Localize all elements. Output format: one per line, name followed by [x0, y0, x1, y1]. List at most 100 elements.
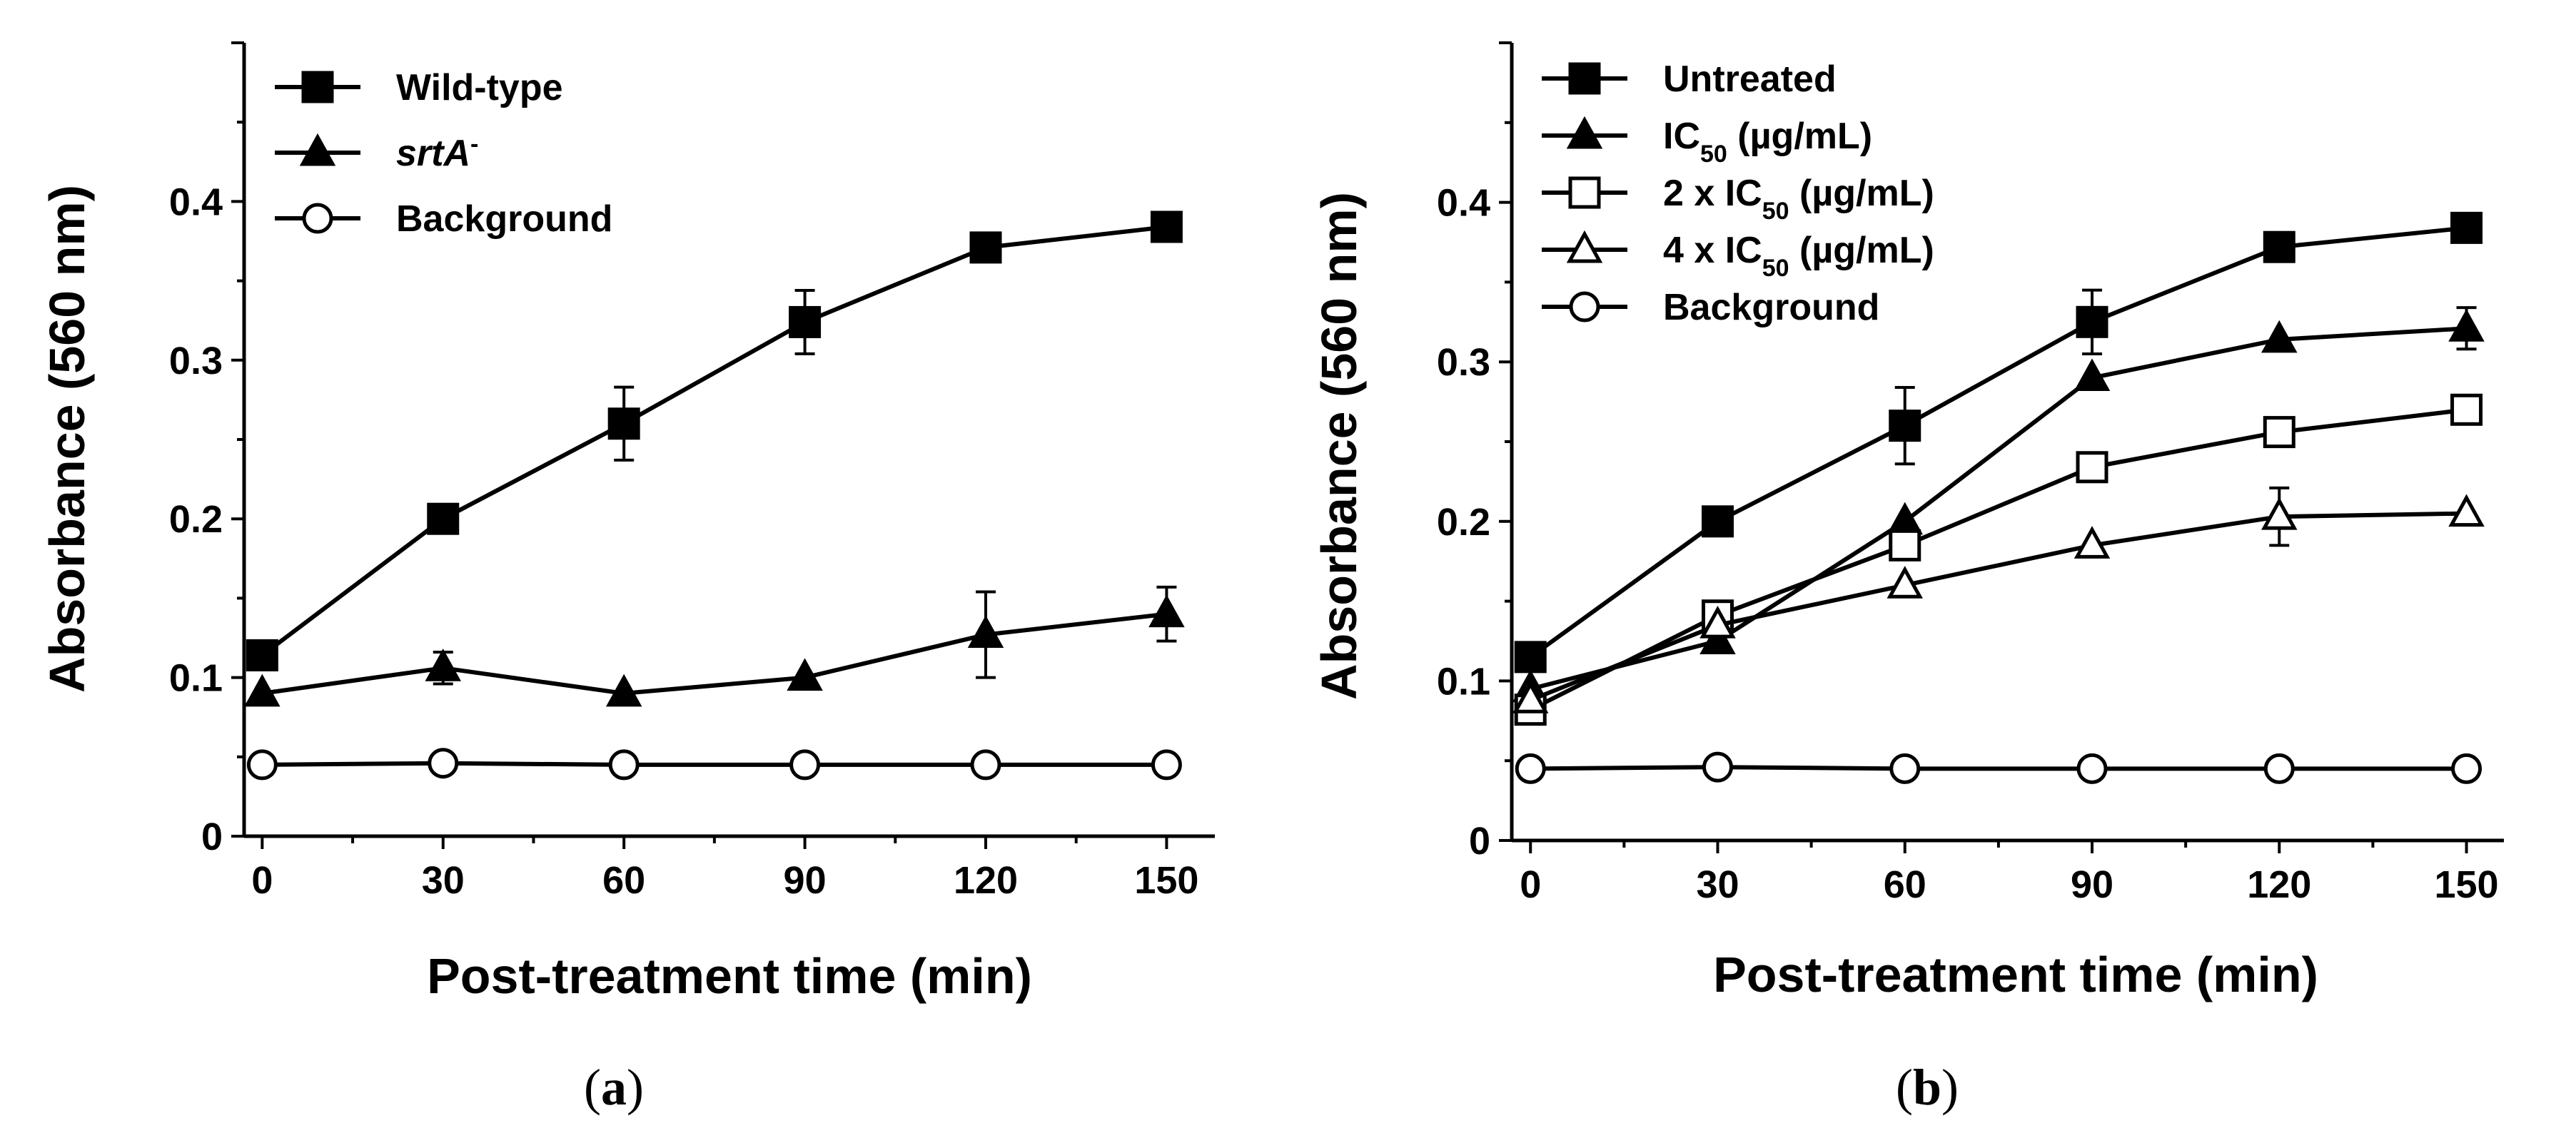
- legend-label: srtA-: [396, 131, 478, 174]
- legend-marker: [301, 71, 334, 103]
- panel-b: 0 0.1 0.2 0.3 0.4 0 30 60 90 120 150 Post-treatment…: [1311, 41, 2504, 1116]
- data-point: [428, 748, 459, 779]
- data-point: [969, 231, 1002, 264]
- legend-label: Untreated: [1663, 59, 1837, 100]
- x-tick-label: 150: [1134, 859, 1198, 902]
- legend-label-part: 50: [1762, 198, 1789, 225]
- series-line: [1530, 765, 2467, 771]
- legend-label-part: 4 x IC: [1663, 230, 1762, 271]
- panel-caption-part: b: [1913, 1059, 1941, 1116]
- data-point: [2076, 753, 2108, 784]
- data-point: [1702, 751, 1733, 783]
- series-2: [1514, 393, 2483, 726]
- series-1: [244, 585, 1185, 707]
- x-axis-title: Post-treatment time (min): [427, 948, 1032, 1004]
- series-3: [1512, 486, 2485, 713]
- data-point: [1699, 605, 1736, 639]
- legend-label-part: srtA: [396, 133, 470, 174]
- data-point: [1512, 681, 1549, 713]
- legend-label-part: -: [470, 131, 478, 158]
- legend-label-part: IC: [1663, 116, 1700, 157]
- data-point: [607, 407, 640, 440]
- data-point: [787, 658, 823, 691]
- data-point: [789, 749, 821, 781]
- data-point: [1151, 749, 1182, 781]
- data-point: [2448, 494, 2485, 527]
- legend-label-part: 50: [1700, 141, 1727, 168]
- x-tick-label: 120: [2247, 863, 2311, 906]
- data-point: [2076, 305, 2108, 338]
- y-tick-label: 0.2: [1437, 501, 1490, 544]
- data-point: [2448, 309, 2485, 342]
- data-point: [246, 639, 278, 671]
- data-point: [1889, 410, 1921, 442]
- panel-caption-part: (: [584, 1059, 601, 1116]
- legend-label-part: 50: [1762, 255, 1789, 282]
- legend-label-part: (µg/mL): [1789, 230, 1934, 271]
- data-point: [1515, 753, 1546, 784]
- series-2: [246, 748, 1182, 781]
- legend-label-part: (µg/mL): [1789, 173, 1934, 214]
- series-line: [1530, 511, 2467, 703]
- legend-label: Wild-type: [396, 67, 563, 108]
- x-tick-label: 90: [2071, 863, 2113, 906]
- y-axis-title: Absorbance (560 nm): [39, 185, 95, 693]
- y-tick-label: 0.1: [1437, 660, 1490, 703]
- data-point: [2450, 211, 2483, 244]
- x-tick-label: 0: [1520, 863, 1541, 906]
- x-tick-label: 0: [251, 859, 273, 902]
- data-point: [2074, 526, 2111, 559]
- y-tick-label: 0.3: [1437, 341, 1490, 384]
- data-point: [2263, 753, 2295, 784]
- x-tick-label: 120: [954, 859, 1018, 902]
- data-point: [1150, 210, 1183, 243]
- legend-label-part: Background: [1663, 287, 1879, 328]
- data-point: [1889, 753, 1921, 784]
- series-1: [1512, 306, 2485, 703]
- y-tick-label: 0.1: [169, 657, 223, 700]
- series-line: [1529, 407, 2467, 712]
- data-point: [1148, 594, 1185, 628]
- x-tick-label: 30: [422, 859, 465, 902]
- legend-label: Background: [396, 198, 612, 240]
- x-tick-label: 150: [2434, 863, 2498, 906]
- series-line: [1529, 225, 2467, 659]
- panel-caption-part: ): [1941, 1059, 1959, 1116]
- data-point: [2074, 358, 2111, 392]
- legend-marker: [1569, 291, 1600, 322]
- data-point: [1886, 566, 1923, 599]
- legend-label-part: (µg/mL): [1727, 116, 1872, 157]
- series-line: [262, 761, 1167, 767]
- data-point: [967, 615, 1004, 649]
- legend-label: 4 x IC50 (µg/mL): [1663, 230, 1934, 282]
- legend-label: 2 x IC50 (µg/mL): [1663, 173, 1934, 225]
- panel-caption-part: (: [1896, 1059, 1913, 1116]
- panel-caption-part: ): [627, 1059, 644, 1116]
- series-line: [1530, 326, 2467, 691]
- data-point: [2450, 393, 2483, 426]
- data-point: [1886, 502, 1923, 535]
- legend-marker: [1568, 62, 1601, 95]
- data-point: [2263, 230, 2295, 263]
- series-0: [246, 210, 1183, 671]
- series-4: [1515, 751, 2482, 784]
- data-point: [244, 674, 281, 707]
- y-tick-label: 0: [1469, 820, 1490, 863]
- data-point: [2261, 497, 2298, 530]
- y-tick-label: 0.4: [1437, 182, 1490, 225]
- data-point: [2076, 451, 2108, 484]
- data-point: [605, 674, 642, 707]
- series-line: [261, 611, 1167, 696]
- panel-caption: (b): [1896, 1059, 1959, 1116]
- legend-label-part: 2 x IC: [1663, 173, 1762, 214]
- x-tick-label: 60: [602, 859, 645, 902]
- x-axis-title: Post-treatment time (min): [1713, 947, 2318, 1002]
- y-tick-label: 0: [201, 816, 223, 858]
- panel-a: 0 0.1 0.2 0.3 0.4 0 30 60 90 120 150 Post-treatment…: [39, 41, 1215, 1116]
- legend: Wild-type srtA- Background: [275, 67, 612, 240]
- series-line: [261, 225, 1167, 657]
- panel-caption-part: a: [601, 1059, 627, 1116]
- data-point: [1889, 529, 1921, 562]
